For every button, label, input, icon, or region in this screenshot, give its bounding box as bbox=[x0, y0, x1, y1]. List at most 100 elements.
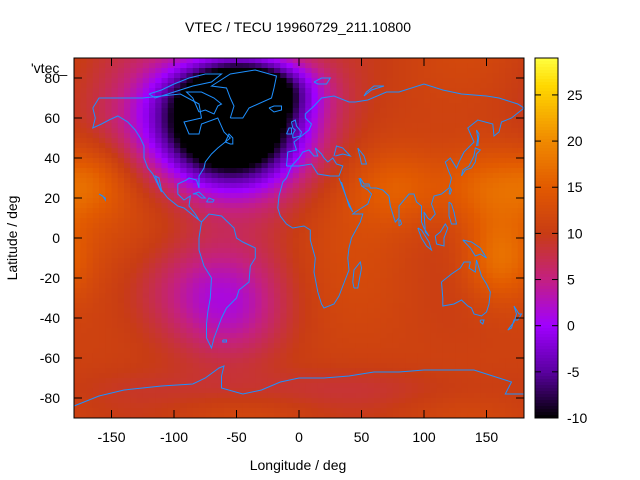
heatmap-cell bbox=[99, 333, 106, 339]
heatmap-cell bbox=[336, 113, 344, 119]
heatmap-cell bbox=[242, 113, 250, 119]
heatmap-cell bbox=[274, 68, 281, 74]
heatmap-cell bbox=[430, 68, 437, 74]
heatmap-cell bbox=[511, 383, 519, 389]
heatmap-cell bbox=[255, 368, 262, 374]
heatmap-cell bbox=[236, 303, 244, 309]
heatmap-cell bbox=[380, 203, 387, 209]
heatmap-cell bbox=[274, 298, 281, 304]
heatmap-cell bbox=[105, 198, 112, 204]
heatmap-cell bbox=[305, 173, 312, 179]
heatmap-cell bbox=[267, 308, 275, 314]
heatmap-cell bbox=[274, 253, 281, 259]
heatmap-cell bbox=[74, 173, 81, 179]
heatmap-cell bbox=[355, 58, 362, 64]
heatmap-cell bbox=[92, 378, 100, 384]
heatmap-cell bbox=[217, 88, 225, 94]
heatmap-cell bbox=[324, 323, 331, 329]
heatmap-cell bbox=[92, 133, 100, 139]
heatmap-cell bbox=[242, 378, 250, 384]
heatmap-cell bbox=[455, 278, 462, 284]
heatmap-cell bbox=[261, 103, 269, 109]
heatmap-cell bbox=[74, 288, 81, 294]
heatmap-cell bbox=[424, 388, 431, 394]
heatmap-cell bbox=[455, 238, 462, 244]
heatmap-cell bbox=[299, 108, 306, 114]
heatmap-cell bbox=[267, 163, 275, 169]
heatmap-cell bbox=[461, 213, 469, 219]
heatmap-cell bbox=[174, 123, 181, 129]
heatmap-cell bbox=[361, 398, 369, 404]
heatmap-cell bbox=[324, 268, 331, 274]
heatmap-cell bbox=[192, 318, 200, 324]
heatmap-cell bbox=[417, 323, 425, 329]
heatmap-cell bbox=[167, 193, 175, 199]
heatmap-cell bbox=[474, 143, 481, 149]
heatmap-cell bbox=[449, 83, 456, 89]
heatmap-cell bbox=[267, 303, 275, 309]
heatmap-cell bbox=[467, 218, 475, 224]
heatmap-cell bbox=[305, 348, 312, 354]
heatmap-cell bbox=[330, 68, 337, 74]
heatmap-cell bbox=[361, 318, 369, 324]
heatmap-cell bbox=[399, 398, 406, 404]
heatmap-cell bbox=[392, 358, 400, 364]
heatmap-cell bbox=[361, 283, 369, 289]
heatmap-cell bbox=[474, 193, 481, 199]
heatmap-cell bbox=[317, 283, 325, 289]
heatmap-cell bbox=[330, 223, 337, 229]
heatmap-cell bbox=[74, 308, 81, 314]
heatmap-cell bbox=[230, 378, 237, 384]
heatmap-cell bbox=[99, 253, 106, 259]
heatmap-cell bbox=[486, 78, 494, 84]
heatmap-cell bbox=[449, 328, 456, 334]
heatmap-cell bbox=[411, 353, 419, 359]
heatmap-cell bbox=[117, 243, 125, 249]
heatmap-cell bbox=[155, 213, 162, 219]
heatmap-cell bbox=[355, 63, 362, 69]
heatmap-cell bbox=[492, 313, 500, 319]
heatmap-cell bbox=[117, 193, 125, 199]
heatmap-cell bbox=[499, 303, 506, 309]
heatmap-cell bbox=[186, 313, 194, 319]
heatmap-cell bbox=[199, 393, 206, 399]
heatmap-cell bbox=[174, 248, 181, 254]
heatmap-cell bbox=[205, 323, 212, 329]
heatmap-cell bbox=[417, 93, 425, 99]
heatmap-cell bbox=[399, 93, 406, 99]
heatmap-cell bbox=[280, 98, 287, 104]
heatmap-cell bbox=[374, 333, 381, 339]
heatmap-cell bbox=[255, 238, 262, 244]
heatmap-cell bbox=[380, 113, 387, 119]
heatmap-cell bbox=[305, 383, 312, 389]
heatmap-cell bbox=[342, 218, 350, 224]
heatmap-cell bbox=[311, 358, 319, 364]
heatmap-cell bbox=[442, 173, 450, 179]
heatmap-cell bbox=[292, 73, 300, 79]
heatmap-cell bbox=[236, 313, 244, 319]
heatmap-cell bbox=[311, 278, 319, 284]
heatmap-cell bbox=[230, 288, 237, 294]
heatmap-cell bbox=[230, 118, 237, 124]
heatmap-cell bbox=[499, 123, 506, 129]
heatmap-cell bbox=[142, 213, 150, 219]
heatmap-cell bbox=[380, 138, 387, 144]
heatmap-cell bbox=[136, 373, 144, 379]
heatmap-cell bbox=[199, 98, 206, 104]
heatmap-cell bbox=[442, 218, 450, 224]
heatmap-cell bbox=[399, 188, 406, 194]
heatmap-cell bbox=[399, 318, 406, 324]
heatmap-cell bbox=[349, 363, 356, 369]
heatmap-cell bbox=[336, 373, 344, 379]
heatmap-cell bbox=[480, 388, 487, 394]
heatmap-cell bbox=[461, 178, 469, 184]
heatmap-cell bbox=[405, 243, 412, 249]
heatmap-cell bbox=[105, 338, 112, 344]
heatmap-cell bbox=[442, 143, 450, 149]
heatmap-cell bbox=[355, 228, 362, 234]
heatmap-cell bbox=[174, 383, 181, 389]
heatmap-cell bbox=[436, 278, 444, 284]
heatmap-cell bbox=[174, 238, 181, 244]
heatmap-cell bbox=[249, 153, 256, 159]
heatmap-cell bbox=[392, 148, 400, 154]
